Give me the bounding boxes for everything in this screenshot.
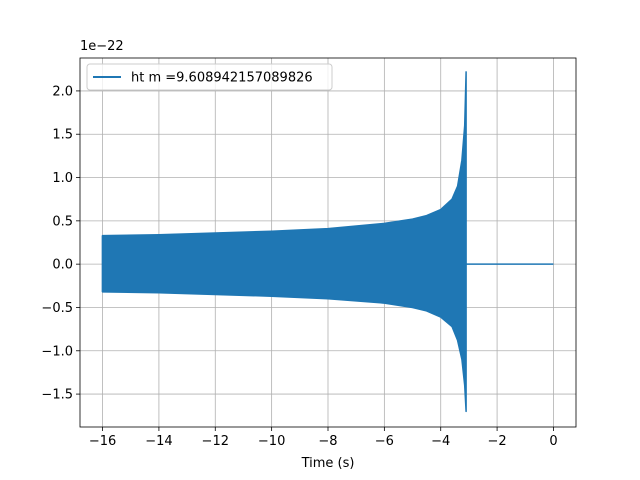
y-tick-label: 2.0 [52,84,73,99]
x-axis-label: Time (s) [301,456,355,471]
x-tick-label: −6 [375,434,394,449]
y-tick-label: 0.0 [52,258,73,273]
x-tick-label: −4 [431,434,450,449]
x-tick-label: −12 [202,434,229,449]
y-tick-label: 1.5 [52,128,73,143]
x-tick-label: 0 [549,434,557,449]
y-tick-label: −1.5 [41,388,73,403]
y-offset-label: 1e−22 [80,39,124,54]
series-envelope [101,71,467,413]
y-tick-label: 1.0 [52,171,73,186]
grid [80,58,576,427]
x-tick-label: −14 [145,434,172,449]
x-tick-label: −10 [258,434,285,449]
y-tick-label: −1.0 [41,344,73,359]
y-tick-label: 0.5 [52,214,73,229]
legend-label: ht m =9.608942157089826 [131,71,313,86]
legend-box [86,63,333,91]
y-tick-label: −0.5 [41,301,73,316]
series-layer [101,71,554,413]
x-tick-label: −8 [318,434,337,449]
legend: ht m =9.608942157089826 [86,63,333,91]
x-tick-label: −16 [89,434,116,449]
x-tick-label: −2 [488,434,507,449]
ticks: −16 −14 −12 −10 −8 −6 −4 −2 0 −1.5 −1.0 −0.5 0.0 0.5 1… [41,84,557,449]
